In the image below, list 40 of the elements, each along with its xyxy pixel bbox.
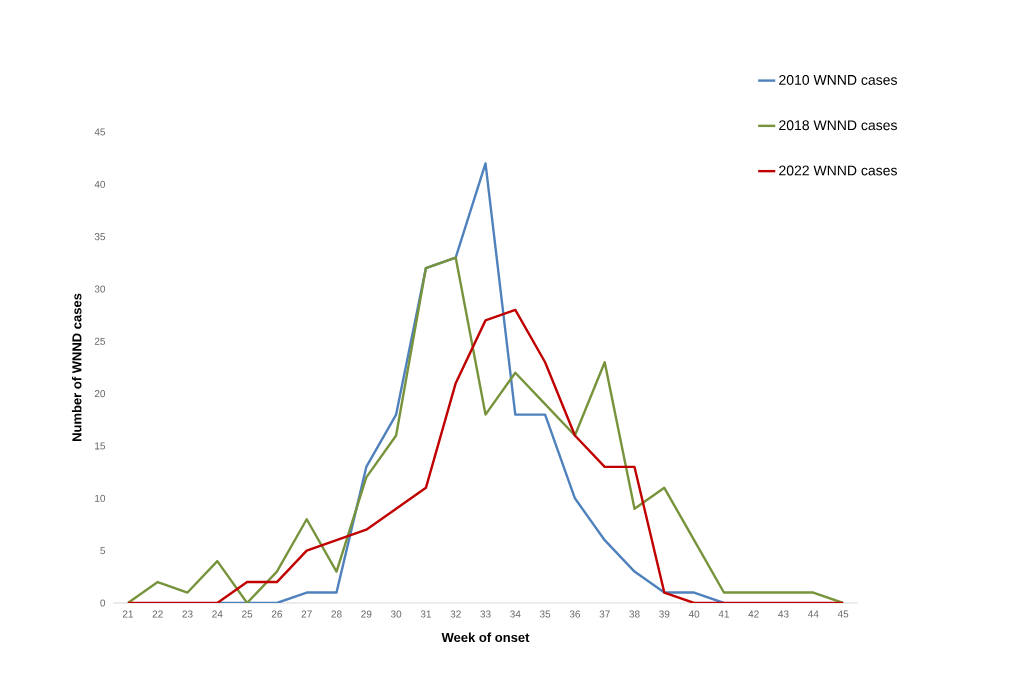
x-tick-label: 26 [271,610,283,618]
x-tick-label: 27 [301,610,312,618]
x-tick-label: 28 [331,610,342,618]
x-tick-label: 32 [450,610,461,618]
legend-label: 2018 WNND cases [779,120,897,131]
x-tick-label: 45 [837,610,849,618]
y-axis-title: Number of WNND cases [71,293,82,442]
x-tick-label: 34 [510,610,521,618]
x-axis-title: Week of onset [441,632,530,643]
x-tick-label: 40 [688,610,700,618]
x-tick-label: 44 [807,610,819,618]
y-tick-label: 35 [94,233,106,241]
x-tick-label: 39 [659,610,670,618]
x-tick-label: 38 [629,610,640,618]
y-tick-label: 45 [94,128,106,136]
x-tick-label: 35 [539,610,551,618]
x-tick-label: 21 [122,610,133,618]
y-tick-label: 0 [100,599,106,607]
x-tick-label: 33 [480,610,491,618]
y-tick-label: 15 [95,442,106,450]
x-tick-label: 29 [361,610,372,618]
x-tick-label: 25 [242,610,253,618]
legend-label: 2010 WNND cases [779,74,897,85]
y-tick-label: 30 [94,285,106,293]
x-tick-label: 23 [182,610,193,618]
x-tick-label: 22 [152,610,163,618]
y-tick-label: 20 [94,390,106,398]
y-tick-label: 5 [100,547,106,555]
x-tick-label: 42 [748,610,759,618]
x-tick-label: 24 [212,610,223,618]
legend-label: 2022 WNND cases [779,165,897,176]
x-tick-label: 43 [778,610,789,618]
y-tick-label: 25 [94,337,106,345]
x-tick-label: 30 [390,610,402,618]
x-tick-label: 36 [569,610,581,618]
x-tick-label: 37 [599,610,610,618]
x-tick-label: 31 [420,610,431,618]
x-tick-label: 41 [718,610,729,618]
y-tick-label: 10 [95,494,106,502]
y-tick-label: 40 [94,180,106,188]
